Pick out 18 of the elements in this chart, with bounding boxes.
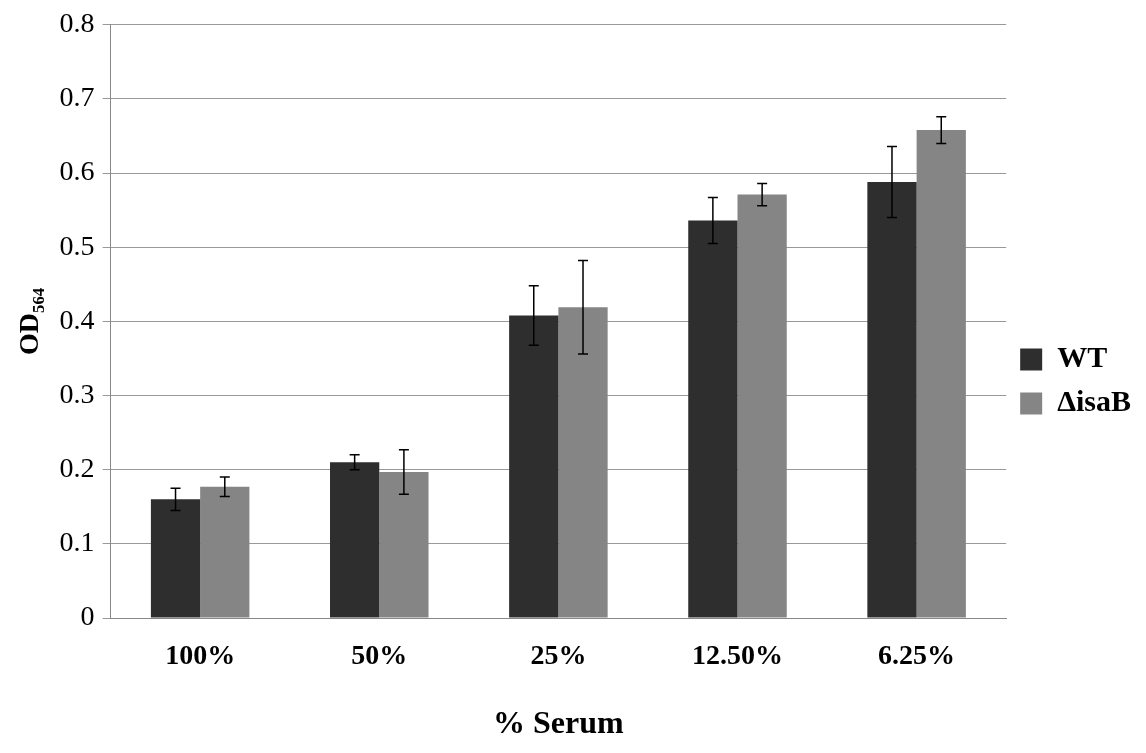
- y-tick-label: 0.8: [59, 7, 95, 39]
- y-tick-label: 0.5: [59, 229, 95, 261]
- y-tick-label: 0.2: [59, 452, 95, 484]
- x-axis-title: % Serum: [493, 704, 625, 741]
- y-tick-label: 0.4: [59, 303, 95, 335]
- legend-label: WT: [1057, 340, 1108, 374]
- x-tick-label: 100%: [165, 639, 236, 671]
- x-tick-label: 50%: [351, 639, 408, 671]
- y-tick-label: 0: [80, 600, 95, 632]
- y-tick-label: 0.3: [59, 377, 95, 409]
- y-tick-label: 0.6: [59, 155, 95, 187]
- legend-label: ΔisaB: [1057, 384, 1131, 418]
- y-axis-title: OD₅₆₄: [13, 287, 45, 355]
- x-tick-label: 25%: [530, 639, 587, 671]
- y-tick-label: 0.7: [59, 81, 95, 113]
- y-tick-label: 0.1: [59, 526, 95, 558]
- x-tick-label: 12.50%: [692, 639, 783, 671]
- x-tick-label: 6.25%: [878, 639, 956, 671]
